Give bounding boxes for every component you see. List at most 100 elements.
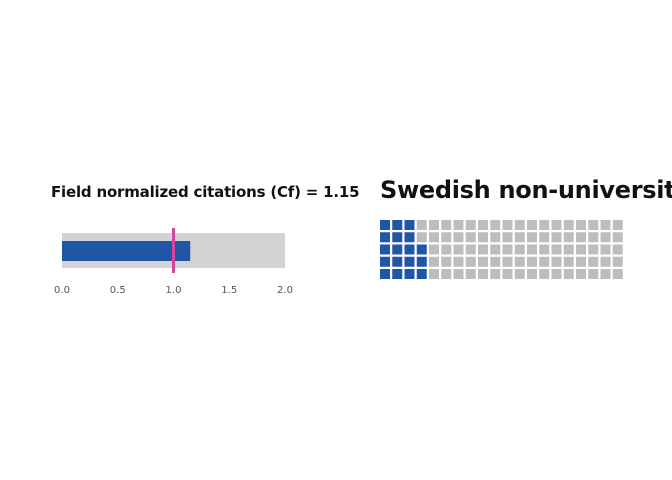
waffle-cell-empty — [478, 244, 488, 255]
waffle-cell-empty — [576, 232, 586, 243]
waffle-cell-empty — [502, 220, 513, 230]
waffle-cell-empty — [465, 244, 476, 255]
x-tick-label: 1.0 — [166, 285, 182, 296]
waffle-cell-empty — [588, 220, 599, 230]
waffle-cell-filled — [416, 256, 427, 267]
waffle-cell-empty — [612, 269, 623, 279]
waffle-cell-empty — [551, 256, 562, 267]
waffle-cell-empty — [527, 220, 537, 230]
waffle-chart-title: Swedish non-university: — [380, 176, 672, 204]
waffle-cell-empty — [441, 232, 452, 243]
x-tick-label: 0.5 — [110, 285, 126, 296]
waffle-cell-empty — [490, 269, 501, 279]
waffle-cell-filled — [404, 256, 415, 267]
waffle-cell-empty — [539, 244, 550, 255]
waffle-cell-empty — [490, 232, 501, 243]
waffle-cell-filled — [404, 220, 415, 230]
bullet-reference-marker — [172, 228, 175, 273]
waffle-cell-empty — [478, 220, 488, 230]
waffle-cell-filled — [380, 232, 390, 243]
waffle-cell-empty — [600, 220, 611, 230]
waffle-cell-empty — [441, 244, 452, 255]
waffle-cell-empty — [502, 269, 513, 279]
waffle-cell-empty — [416, 232, 427, 243]
waffle-cell-empty — [539, 220, 550, 230]
waffle-cell-empty — [563, 220, 574, 230]
waffle-cell-empty — [588, 232, 599, 243]
waffle-cell-empty — [551, 244, 562, 255]
waffle-cell-empty — [576, 220, 586, 230]
waffle-cell-empty — [612, 220, 623, 230]
waffle-cell-empty — [539, 232, 550, 243]
waffle-cell-empty — [551, 269, 562, 279]
waffle-cell-empty — [453, 244, 464, 255]
waffle-cell-filled — [404, 244, 415, 255]
waffle-cell-empty — [514, 269, 525, 279]
waffle-cell-empty — [600, 232, 611, 243]
waffle-cell-empty — [478, 256, 488, 267]
waffle-cell-empty — [539, 269, 550, 279]
waffle-cell-empty — [416, 220, 427, 230]
waffle-cell-empty — [453, 220, 464, 230]
waffle-cell-empty — [527, 269, 537, 279]
waffle-cell-empty — [576, 256, 586, 267]
waffle-cell-empty — [576, 244, 586, 255]
waffle-cell-empty — [600, 269, 611, 279]
waffle-cell-empty — [563, 244, 574, 255]
waffle-cell-empty — [563, 232, 574, 243]
waffle-cell-empty — [551, 232, 562, 243]
waffle-cell-empty — [551, 220, 562, 230]
bullet-value-bar — [62, 241, 191, 261]
waffle-cell-filled — [392, 232, 403, 243]
waffle-cell-empty — [429, 256, 439, 267]
waffle-cell-empty — [441, 269, 452, 279]
waffle-cell-empty — [465, 269, 476, 279]
waffle-cell-empty — [478, 269, 488, 279]
waffle-cell-filled — [392, 256, 403, 267]
waffle-cell-empty — [563, 256, 574, 267]
waffle-cell-empty — [612, 244, 623, 255]
waffle-cell-empty — [453, 269, 464, 279]
waffle-cell-empty — [429, 220, 439, 230]
waffle-cell-empty — [600, 244, 611, 255]
x-tick-label: 1.5 — [221, 285, 237, 296]
waffle-cell-empty — [465, 256, 476, 267]
waffle-cell-empty — [612, 232, 623, 243]
waffle-cell-empty — [514, 244, 525, 255]
waffle-cell-empty — [465, 220, 476, 230]
waffle-cell-empty — [502, 232, 513, 243]
waffle-cell-empty — [563, 269, 574, 279]
waffle-cell-empty — [502, 256, 513, 267]
waffle-cell-empty — [588, 269, 599, 279]
waffle-cell-empty — [514, 220, 525, 230]
waffle-cell-empty — [502, 244, 513, 255]
x-tick-label: 0.0 — [54, 285, 70, 296]
waffle-cell-empty — [527, 244, 537, 255]
waffle-cell-empty — [441, 220, 452, 230]
waffle-cell-empty — [527, 256, 537, 267]
waffle-cell-empty — [600, 256, 611, 267]
waffle-cell-empty — [490, 256, 501, 267]
waffle-cell-empty — [588, 244, 599, 255]
waffle-cell-filled — [416, 269, 427, 279]
waffle-cell-filled — [380, 244, 390, 255]
waffle-cell-empty — [429, 269, 439, 279]
waffle-cell-filled — [380, 256, 390, 267]
waffle-cell-empty — [588, 256, 599, 267]
waffle-cell-filled — [380, 220, 390, 230]
waffle-cell-empty — [441, 256, 452, 267]
waffle-cell-empty — [514, 232, 525, 243]
bullet-chart-title: Field normalized citations (Cf) = 1.15 — [51, 183, 360, 201]
waffle-cell-filled — [392, 220, 403, 230]
waffle-cell-filled — [416, 244, 427, 255]
waffle-cell-filled — [404, 269, 415, 279]
waffle-cell-empty — [490, 220, 501, 230]
waffle-cell-empty — [539, 256, 550, 267]
waffle-cell-empty — [429, 244, 439, 255]
waffle-cell-empty — [453, 256, 464, 267]
waffle-cell-empty — [514, 256, 525, 267]
waffle-cell-filled — [392, 244, 403, 255]
waffle-cell-empty — [465, 232, 476, 243]
